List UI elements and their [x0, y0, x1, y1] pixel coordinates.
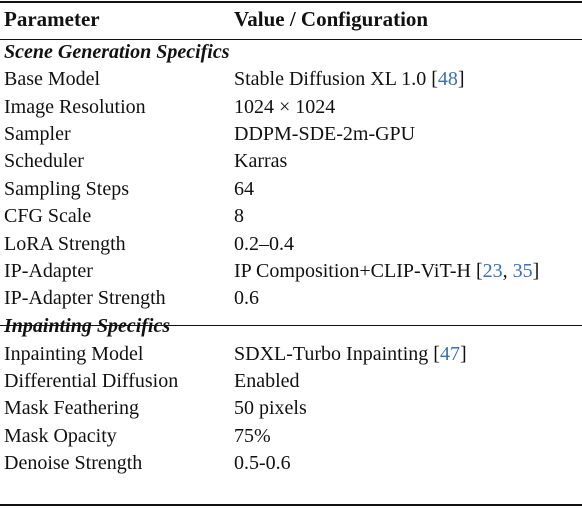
table-row: Scheduler Karras: [0, 148, 582, 175]
value-cell: 1024 × 1024: [234, 95, 336, 118]
value-cell: 50 pixels: [234, 397, 307, 420]
top-rule: [0, 1, 582, 3]
parameter-cell: IP-Adapter Strength: [4, 287, 166, 310]
parameter-cell: IP-Adapter: [4, 259, 93, 282]
parameter-cell: Sampler: [4, 122, 71, 145]
section-header-row: Inpainting Specifics: [0, 313, 582, 341]
value-cell: IP Composition+CLIP-ViT-H [23, 35]: [234, 259, 540, 282]
citation-link[interactable]: 47: [439, 342, 460, 365]
table-body: Scene Generation Specifics Base Model Stab…: [0, 38, 582, 477]
section-title: Inpainting Specifics: [4, 315, 171, 338]
value-cell: DDPM-SDE-2m-GPU: [234, 122, 416, 145]
table-row: Differential Diffusion Enabled: [0, 368, 582, 395]
parameters-table: Parameter Value / Configuration Scene Ge…: [0, 0, 582, 477]
citation-link[interactable]: 48: [437, 68, 458, 91]
table-row: CFG Scale 8: [0, 203, 582, 230]
table-row: LoRA Strength 0.2–0.4: [0, 230, 582, 257]
table-row: Mask Opacity 75%: [0, 423, 582, 450]
table-row: Mask Feathering 50 pixels: [0, 395, 582, 422]
value-cell: Enabled: [234, 370, 300, 393]
parameter-cell: Differential Diffusion: [4, 370, 179, 393]
table-row: IP-Adapter Strength 0.6: [0, 285, 582, 312]
header-value: Value / Configuration: [234, 6, 429, 31]
table-row: IP-Adapter IP Composition+CLIP-ViT-H [23,…: [0, 258, 582, 285]
parameter-cell: Sampling Steps: [4, 177, 130, 200]
table-row: Sampler DDPM-SDE-2m-GPU: [0, 121, 582, 148]
value-cell: SDXL-Turbo Inpainting [47]: [234, 342, 467, 365]
value-cell: Karras: [234, 150, 288, 173]
value-cell: 0.6: [234, 287, 259, 310]
parameter-cell: LoRA Strength: [4, 232, 126, 255]
section-title: Scene Generation Specifics: [4, 40, 230, 63]
citation-link[interactable]: 23: [482, 259, 503, 282]
value-cell: 0.2–0.4: [234, 232, 294, 255]
value-cell: 8: [234, 205, 244, 228]
parameter-cell: Base Model: [4, 68, 101, 91]
citation-link[interactable]: 35: [512, 259, 533, 282]
section-header-row: Scene Generation Specifics: [0, 38, 582, 66]
parameter-cell: Mask Feathering: [4, 397, 139, 420]
header-rule: [0, 39, 582, 40]
table-row: Image Resolution 1024 × 1024: [0, 93, 582, 120]
parameter-cell: Denoise Strength: [4, 452, 143, 475]
table-row: Base Model Stable Diffusion XL 1.0 [48]: [0, 66, 582, 93]
bottom-rule: [0, 504, 582, 506]
value-cell: Stable Diffusion XL 1.0 [48]: [234, 68, 465, 91]
parameter-cell: Mask Opacity: [4, 424, 117, 447]
parameter-cell: Image Resolution: [4, 95, 146, 118]
table-row: Sampling Steps 64: [0, 176, 582, 203]
table-row: Denoise Strength 0.5-0.6: [0, 450, 582, 477]
table-header-row: Parameter Value / Configuration: [0, 0, 582, 38]
value-cell: 75%: [234, 424, 271, 447]
value-cell: 0.5-0.6: [234, 452, 291, 475]
parameter-cell: Scheduler: [4, 150, 84, 173]
parameter-cell: Inpainting Model: [4, 342, 144, 365]
value-cell: 64: [234, 177, 254, 200]
section-divider-rule: [0, 325, 582, 326]
parameter-cell: CFG Scale: [4, 205, 92, 228]
table-row: Inpainting Model SDXL-Turbo Inpainting [4…: [0, 341, 582, 368]
header-parameter: Parameter: [4, 6, 100, 31]
